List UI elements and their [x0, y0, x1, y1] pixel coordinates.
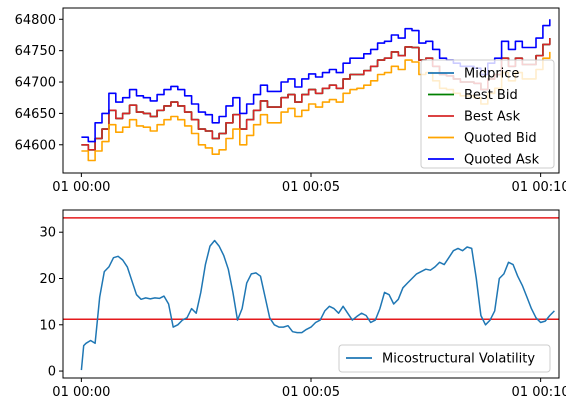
volatility-y-ticks: 0 10 20 30 [39, 226, 63, 380]
x-tick-label: 01 00:00 [52, 385, 110, 400]
legend-box [420, 59, 555, 169]
y-tick-label: 64650 [15, 107, 56, 122]
price-x-ticks: 01 00:00 01 00:05 01 00:10 [52, 173, 566, 195]
legend-label: Quoted Ask [464, 153, 540, 168]
price-y-ticks: 64600 64650 64700 64750 64800 [15, 13, 63, 153]
price-legend: Midprice Best Bid Best Ask Quoted Bid Quoted… [420, 59, 555, 169]
legend-label: Micostructural Volatility [382, 352, 535, 367]
volatility-threshold-lines [63, 217, 559, 320]
y-tick-label: 30 [39, 226, 56, 241]
y-tick-label: 0 [48, 365, 56, 380]
x-tick-label: 01 00:10 [512, 180, 566, 195]
y-tick-label: 10 [39, 318, 56, 333]
y-tick-label: 64600 [15, 138, 56, 153]
y-tick-label: 64700 [15, 76, 56, 91]
volatility-x-ticks: 01 00:00 01 00:05 01 00:10 [52, 378, 566, 400]
legend-label: Quoted Bid [464, 131, 537, 146]
series-line-micostructural-volatility [80, 239, 555, 371]
volatility-chart: 01 00:00 01 00:05 01 00:10 0 10 20 30 Micostr… [39, 209, 566, 400]
volatility-series-lines [80, 239, 555, 371]
legend-label: Midprice [464, 67, 519, 82]
price-chart: 01 00:00 01 00:05 01 00:10 64600 64650 64700… [15, 7, 566, 195]
y-tick-label: 20 [39, 272, 56, 287]
x-tick-label: 01 00:05 [282, 180, 340, 195]
legend-label: Best Bid [464, 88, 518, 103]
x-tick-label: 01 00:05 [282, 385, 340, 400]
legend-box [338, 344, 551, 373]
legend-label: Best Ask [464, 110, 521, 125]
y-tick-label: 64750 [15, 44, 56, 59]
y-tick-label: 64800 [15, 13, 56, 28]
x-tick-label: 01 00:10 [512, 385, 566, 400]
x-tick-label: 01 00:00 [52, 180, 110, 195]
volatility-legend: Micostructural Volatility [338, 344, 551, 373]
